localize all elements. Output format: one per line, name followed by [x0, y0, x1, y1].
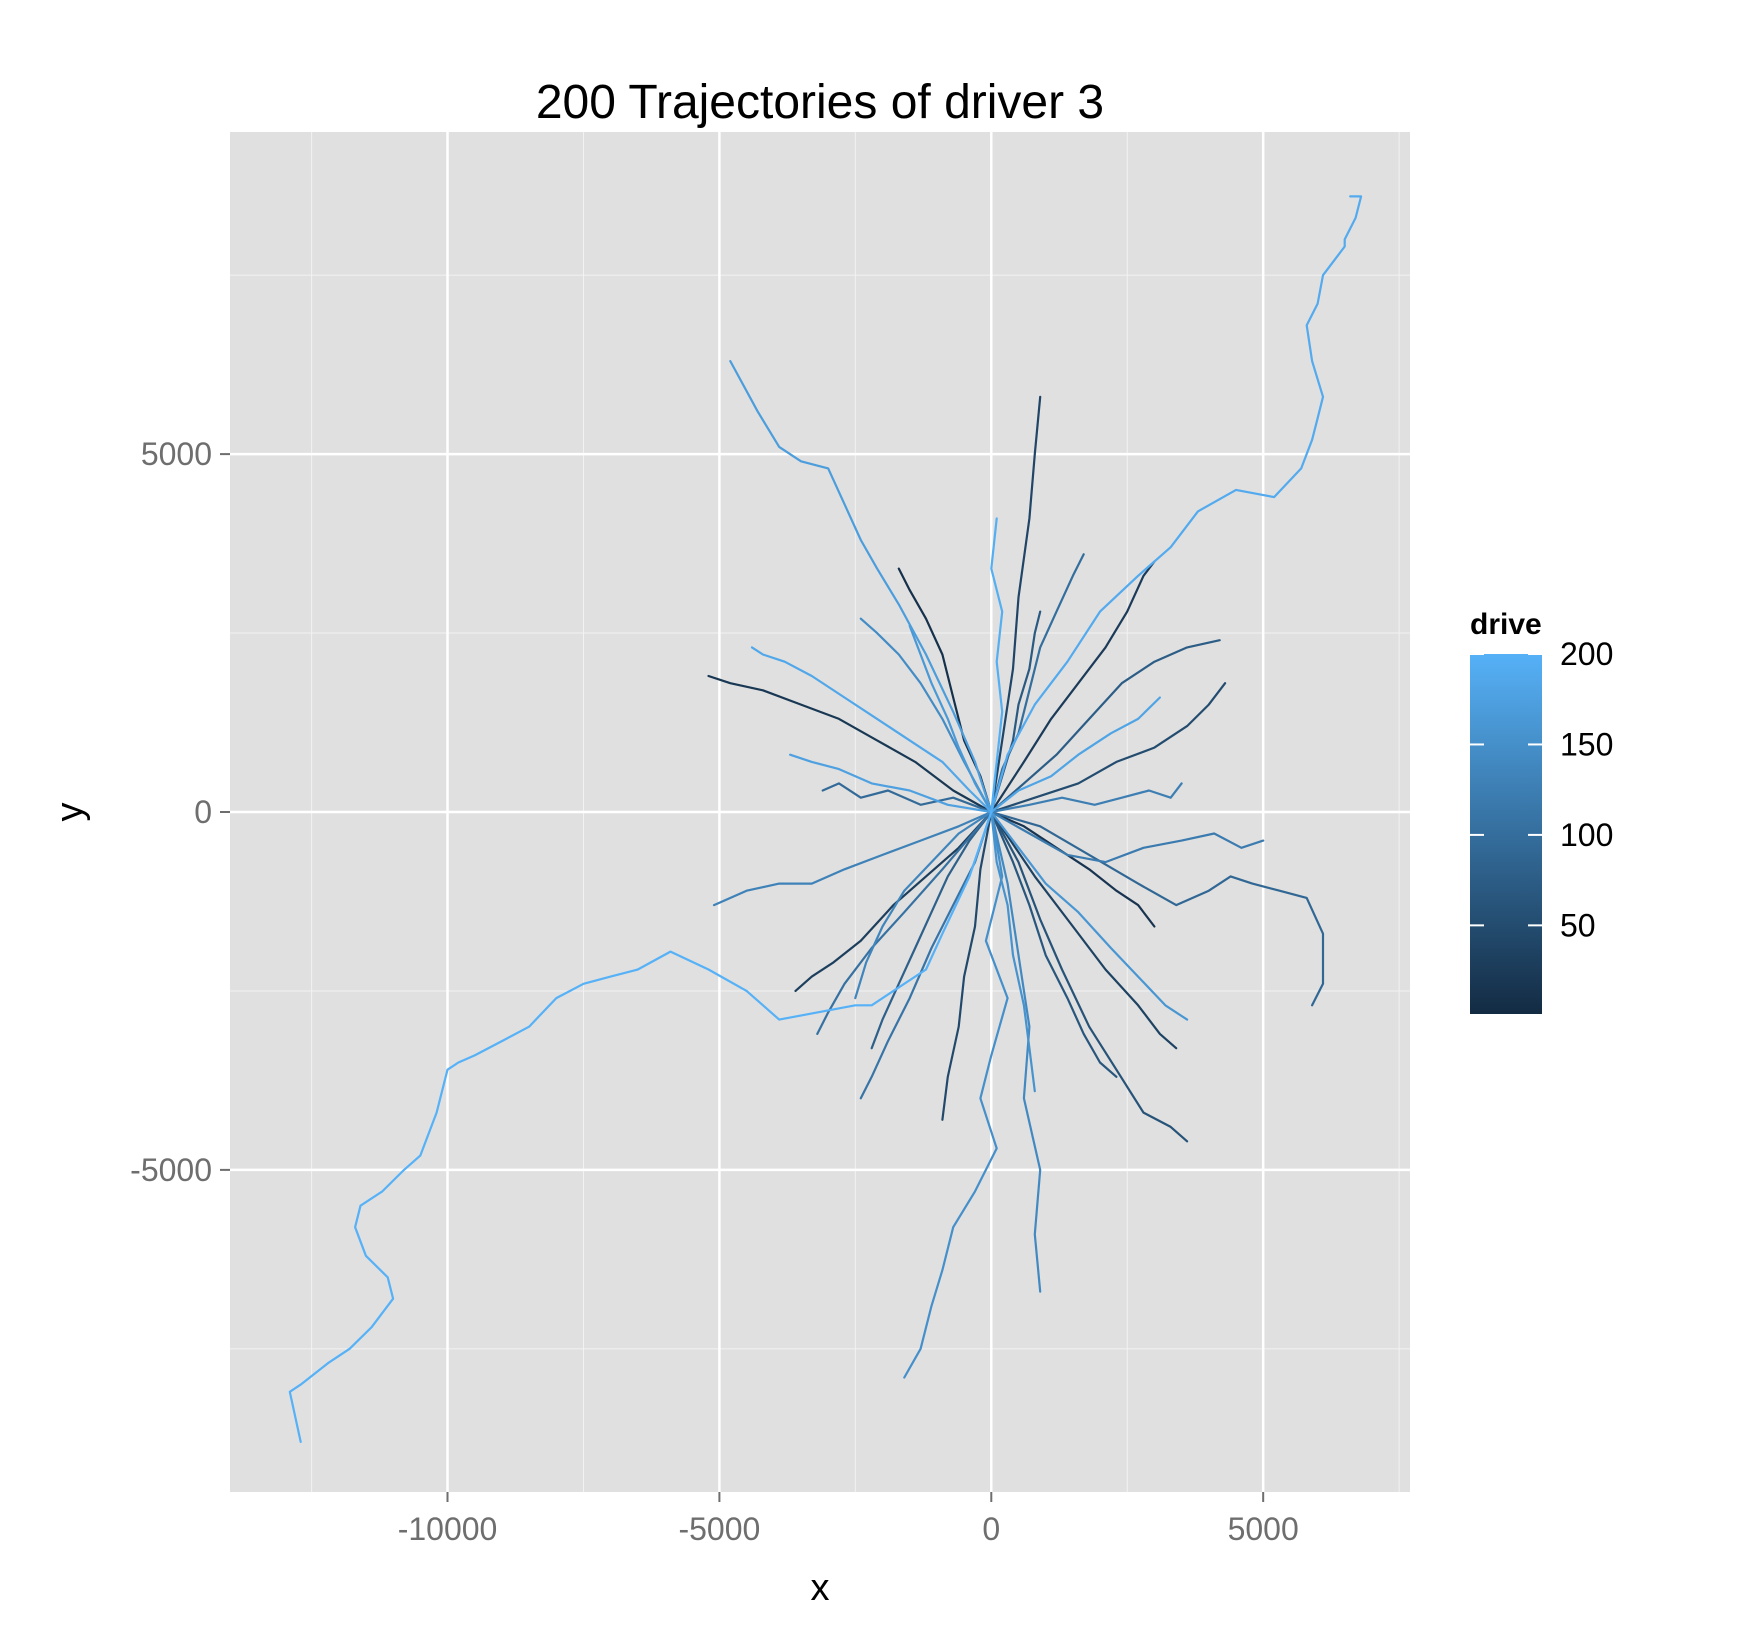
trajectory-line [288, 810, 993, 1444]
trajectory-line [821, 782, 993, 814]
legend-ticks: 50 100 150 200 [1470, 636, 1613, 943]
trajectory-line [990, 395, 1042, 814]
trajectory-line [990, 810, 1189, 1143]
x-tick-label: -5000 [678, 1511, 760, 1547]
trajectory-line [990, 810, 1178, 1050]
legend-label: 150 [1560, 726, 1613, 762]
trajectories [288, 195, 1363, 1444]
trajectory-line [990, 810, 1036, 1093]
trajectory-line [990, 639, 1221, 814]
legend-label: 100 [1560, 817, 1613, 853]
trajectory-line [870, 810, 993, 1050]
trajectory-line [712, 810, 993, 907]
x-tick-label: -10000 [398, 1511, 498, 1547]
trajectory-line [729, 360, 993, 814]
y-tick-label: -5000 [130, 1152, 212, 1188]
trajectory-line [990, 810, 1325, 1007]
x-tick-label: 0 [982, 1511, 1000, 1547]
trajectory-line [990, 560, 1156, 814]
trajectory-line [990, 696, 1162, 814]
trajectory-line [794, 810, 993, 993]
trajectory-line [750, 646, 993, 814]
trajectory-line [990, 810, 1118, 1078]
trajectory-line [941, 810, 993, 1121]
trajectory-line [990, 517, 1004, 814]
y-axis-title: y [49, 803, 91, 822]
y-tick-label: 5000 [141, 436, 212, 472]
trajectory-line [990, 810, 1189, 1021]
legend: drive 50 100 150 200 [1470, 608, 1613, 1014]
trajectory-line [908, 624, 993, 814]
x-axis-title: x [811, 1567, 830, 1609]
chart-title: 200 Trajectories of driver 3 [536, 76, 1104, 129]
trajectory-line [990, 810, 1042, 1293]
y-tick-label: 0 [194, 794, 212, 830]
trajectory-line [990, 810, 1265, 864]
y-axis-ticks: -5000 0 5000 [130, 436, 230, 1188]
x-axis-ticks: -10000 -5000 0 5000 [398, 1492, 1299, 1547]
x-tick-label: 5000 [1228, 1511, 1299, 1547]
legend-title: drive [1470, 608, 1542, 641]
trajectory-line [788, 753, 993, 814]
trajectory-line [903, 810, 1009, 1379]
grid-major [230, 132, 1410, 1492]
trajectory-line [854, 810, 993, 1000]
trajectory-line [990, 682, 1227, 814]
legend-label: 50 [1560, 907, 1596, 943]
trajectory-line [990, 195, 1363, 814]
trajectory-line [990, 782, 1183, 814]
legend-label: 200 [1560, 636, 1613, 672]
trajectory-line [990, 810, 1156, 928]
trajectory-line [707, 674, 993, 814]
